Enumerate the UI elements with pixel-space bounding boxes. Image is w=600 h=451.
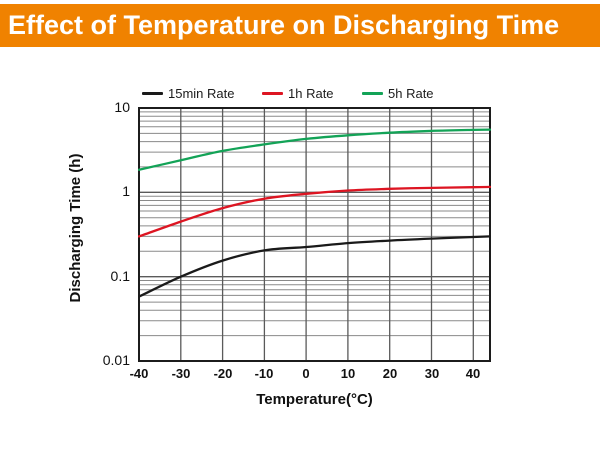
legend-label: 15min Rate <box>168 85 235 101</box>
legend-label: 5h Rate <box>388 85 434 101</box>
y-axis-title: Discharging Time (h) <box>67 153 84 303</box>
y-tick-label: 1 <box>122 183 130 199</box>
y-tick-label: 0.1 <box>110 268 130 284</box>
series-curves <box>138 128 491 298</box>
x-tick-label: -30 <box>171 366 191 381</box>
x-tick-label: 0 <box>302 366 310 381</box>
legend-line-swatch <box>142 91 163 95</box>
plot-border <box>138 107 491 362</box>
x-tick-label: 40 <box>465 366 481 381</box>
y-tick-label: 10 <box>114 99 130 115</box>
x-axis-title: Temperature(°C) <box>256 391 373 408</box>
series-curve-15min-rate <box>138 235 491 298</box>
x-tick-label: 30 <box>424 366 440 381</box>
y-tick-label: 0.01 <box>102 352 130 368</box>
legend-item-5h-rate: 5h Rate <box>362 85 434 101</box>
legend-item-15min-rate: 15min Rate <box>142 85 234 101</box>
legend-line-swatch <box>262 91 283 95</box>
x-tick-label: 10 <box>340 366 356 381</box>
x-tick-label: -40 <box>129 366 149 381</box>
title-banner: Effect of Temperature on Discharging Tim… <box>0 4 600 47</box>
legend-label: 1h Rate <box>288 85 334 101</box>
legend-line-swatch <box>362 91 383 95</box>
grid-lines <box>138 107 490 362</box>
x-tick-label: -10 <box>254 366 274 381</box>
x-tick-label: -20 <box>213 366 233 381</box>
series-curve-1h-rate <box>138 185 491 238</box>
legend-item-1h-rate: 1h Rate <box>262 85 334 101</box>
series-curve-5h-rate <box>138 128 491 171</box>
x-tick-label: 20 <box>382 366 398 381</box>
page-title: Effect of Temperature on Discharging Tim… <box>8 10 560 40</box>
